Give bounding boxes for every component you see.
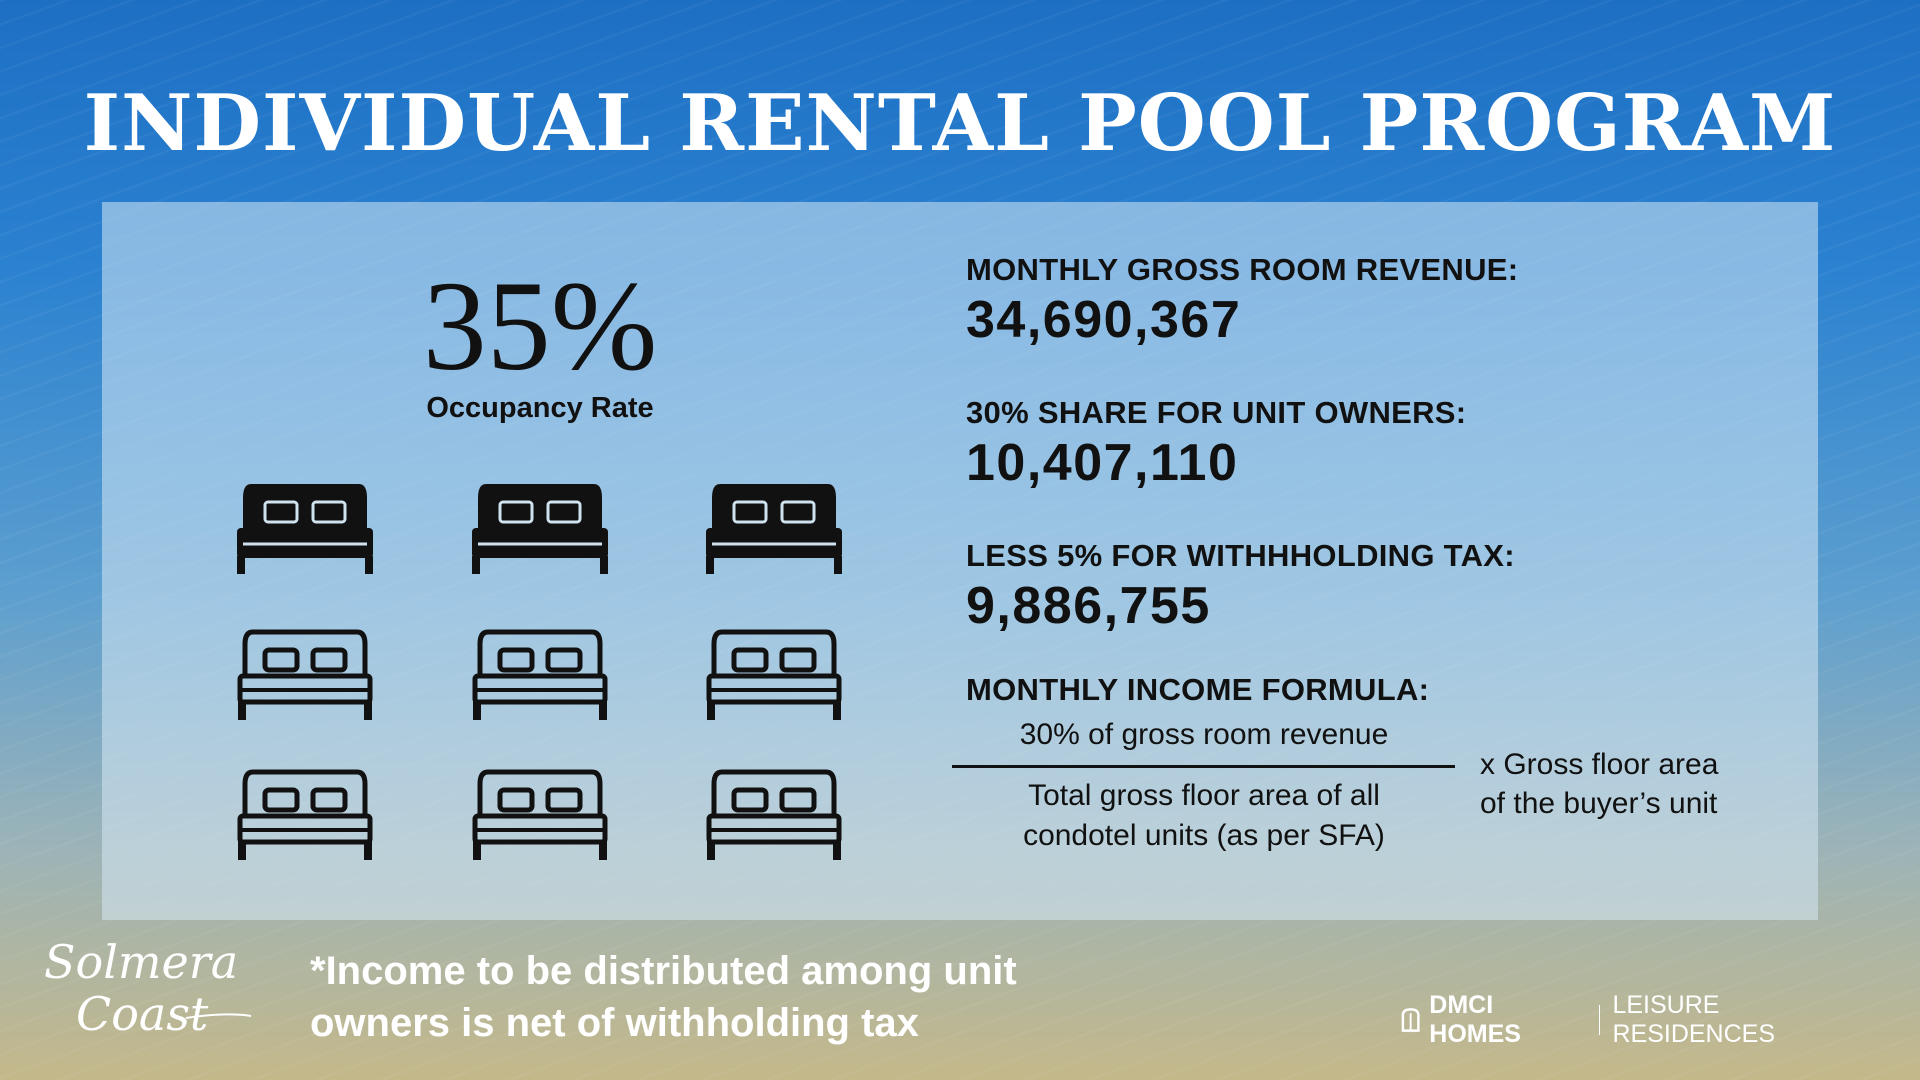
bed-empty-icon — [706, 762, 842, 862]
formula-multiplier: x Gross floor area of the buyer’s unit — [1480, 745, 1780, 823]
occupancy-value: 35% — [422, 255, 658, 397]
formula-denominator-line2: condotel units (as per SFA) — [1023, 819, 1385, 852]
formula-heading: MONTHLY INCOME FORMULA: — [966, 672, 1430, 707]
gross-revenue-label: MONTHLY GROSS ROOM REVENUE: — [966, 252, 1519, 287]
gross-revenue-value: 34,690,367 — [966, 291, 1242, 349]
logo-line2: Coast — [76, 987, 209, 1040]
dmci-mark-icon — [1401, 1008, 1420, 1032]
brand-name: DMCI HOMES — [1429, 991, 1521, 1048]
formula-multiplier-line2: of the buyer’s unit — [1480, 787, 1718, 820]
withholding-tax-value: 9,886,755 — [966, 577, 1211, 635]
footnote-line2: owners is net of withholding tax — [310, 1001, 919, 1045]
bed-empty-icon — [237, 762, 373, 862]
brand-sub: LEISURE RESIDENCES — [1612, 991, 1776, 1048]
withholding-tax-label: LESS 5% FOR WITHHHOLDING TAX: — [966, 538, 1515, 573]
formula-numerator: 30% of gross room revenue — [1019, 718, 1389, 751]
logo-line1: Solmera — [44, 935, 238, 989]
solmera-coast-logo: Solmera Coast — [36, 930, 266, 1041]
dmci-homes-logo: DMCI HOMES LEISURE RESIDENCES — [1400, 991, 1880, 1048]
bed-occupied-icon — [237, 476, 373, 576]
footnote: *Income to be distributed among unit own… — [310, 945, 1130, 1049]
formula-multiplier-line1: x Gross floor area — [1480, 748, 1719, 781]
bed-empty-icon — [472, 622, 608, 722]
bed-empty-icon — [472, 762, 608, 862]
bed-empty-icon — [237, 622, 373, 722]
page-title: INDIVIDUAL RENTAL POOL PROGRAM — [83, 78, 1837, 169]
footnote-line1: *Income to be distributed among unit — [310, 949, 1017, 993]
content-panel — [102, 202, 1818, 920]
formula-fraction-bar — [952, 765, 1455, 768]
bed-occupied-icon — [706, 476, 842, 576]
owner-share-label: 30% SHARE FOR UNIT OWNERS: — [966, 395, 1467, 430]
owner-share-value: 10,407,110 — [966, 434, 1239, 492]
formula-denominator: Total gross floor area of all condotel u… — [955, 776, 1453, 856]
bed-empty-icon — [706, 622, 842, 722]
bed-occupied-icon — [472, 476, 608, 576]
occupancy-label: Occupancy Rate — [426, 392, 654, 424]
formula-denominator-line1: Total gross floor area of all — [1028, 779, 1380, 812]
logo-separator — [1598, 1005, 1601, 1035]
